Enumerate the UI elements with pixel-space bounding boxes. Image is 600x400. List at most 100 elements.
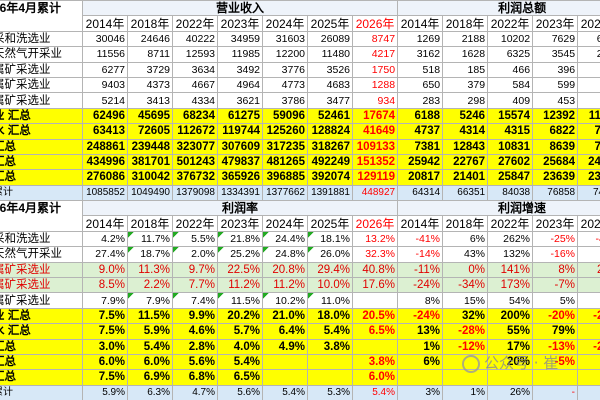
table-cell: 4217	[351, 46, 399, 63]
table-cell: 310042	[127, 169, 173, 186]
row-label: 采和洗选业	[0, 30, 83, 48]
table-cell: 40.8%	[352, 261, 398, 278]
year-header-row: 2014年 2018年 2022年 2023年 2024年 2025年 2026年 2014年…	[0, 215, 600, 232]
table-cell: 3786	[262, 92, 308, 109]
table-cell: 11985	[217, 46, 263, 63]
table-row: 属矿采选业94034373466749644773468312886503795…	[0, 76, 600, 94]
table-cell: 1%	[442, 384, 488, 400]
table-cell: 5246	[442, 107, 489, 125]
table-cell: 318267	[307, 138, 353, 155]
table-row: 采和洗选业4.2%11.7%5.5%21.8%24.4%18.1%13.2%-4…	[0, 230, 600, 248]
table-cell: 4.7%	[172, 384, 218, 400]
table-cell: 5214	[82, 92, 128, 109]
table-cell: 6%	[397, 353, 443, 371]
table-cell: 68234	[172, 107, 218, 125]
watermark: 公众号 · 崔	[462, 352, 558, 373]
table-cell: 3526	[307, 61, 353, 78]
table-cell: 501243	[172, 153, 218, 171]
table-cell: 15%	[442, 292, 488, 309]
table-cell: 3413	[127, 92, 173, 109]
table-cell: -5%	[532, 353, 578, 371]
table-cell: 30046	[82, 30, 128, 48]
table-cell: 7420	[577, 138, 600, 155]
table-cell: -6%	[577, 384, 600, 400]
table-cell: 4.0%	[217, 338, 263, 355]
table-cell: 9403	[82, 76, 128, 94]
section-title: 利润率	[82, 199, 398, 217]
table-row: 业 汇总624964569568234612755909652461176746…	[0, 107, 600, 125]
table-cell: -11%	[397, 261, 443, 278]
table-cell: 1377662	[262, 184, 308, 202]
table-cell: 200%	[487, 307, 533, 325]
table-cell: 11.3%	[127, 261, 173, 278]
table-row: 水 汇总7.5%5.9%4.6%5.7%6.4%5.4%6.5%13%-28%5…	[0, 323, 600, 340]
table-cell: 3.0%	[82, 338, 128, 355]
table-cell: 24502	[577, 153, 600, 171]
table-cell: 10202	[487, 30, 534, 48]
table-cell: 239448	[127, 138, 173, 155]
table-cell: 3492	[217, 61, 263, 78]
table-row: 汇总7.5%6.9%6.8%6.5% 6.0%	[0, 369, 600, 386]
table-row: 累计10858521049490137909813343911377662139…	[0, 184, 600, 202]
table-row: 属矿采选业62773729363434923776352617505181854…	[0, 61, 600, 78]
table-cell: 1379098	[172, 184, 218, 202]
table-cell: 11.0%	[307, 292, 353, 309]
table-cell: 262%	[487, 230, 533, 248]
table-cell: 5%	[532, 292, 578, 309]
table-cell: 22767	[442, 153, 489, 171]
table-cell: 185	[442, 61, 489, 78]
table-cell: 5.9%	[82, 384, 128, 400]
table-cell: 17674	[351, 107, 399, 125]
table-cell: 4315	[487, 123, 534, 140]
table-cell: 3162	[397, 46, 444, 63]
table-cell: 32.3%	[352, 246, 398, 263]
row-label: 属矿采选业	[0, 292, 83, 309]
table-cell: 4314	[442, 123, 489, 140]
row-label: 水 汇总	[0, 123, 83, 140]
table-cell: 7.5%	[82, 369, 128, 386]
table-cell: 1628	[442, 46, 489, 63]
year-header: 2023年	[217, 15, 263, 32]
table-cell: 125260	[262, 123, 308, 140]
row-label: 业 汇总	[0, 307, 83, 325]
table-cell: 20817	[397, 169, 444, 186]
table-cell: 11.7%	[127, 230, 173, 248]
table-cell: 3545	[532, 46, 579, 63]
table-cell: 7.7%	[172, 276, 218, 294]
table-cell: 466	[487, 61, 534, 78]
year-header: 2024年	[262, 15, 308, 32]
table-cell: 396	[532, 61, 579, 78]
table-cell: -34%	[442, 276, 488, 294]
table-cell: -24%	[397, 307, 443, 325]
table-cell: 11480	[307, 46, 353, 63]
table-cell: 4737	[397, 123, 444, 140]
table-row: 属矿采选业8.5%2.2%7.7%11.2%11.2%10.0%17.6%-24…	[0, 276, 600, 294]
section-title: 利润增速	[396, 199, 600, 217]
table-cell: 12843	[442, 138, 489, 155]
table-cell: 25942	[397, 153, 444, 171]
table-cell: -12%	[442, 338, 488, 355]
table-cell: 7.4%	[172, 292, 218, 309]
table-cell: 62496	[82, 107, 128, 125]
row-label: 汇总	[0, 153, 83, 171]
table-cell: 5.7%	[217, 323, 263, 340]
table-cell: 10831	[487, 138, 534, 155]
row-label: 采和洗选业	[0, 230, 83, 248]
table-cell: 13%	[397, 323, 443, 340]
wechat-icon	[462, 354, 480, 373]
row-label: 天然气开采业	[0, 46, 83, 63]
table-cell: 5.4%	[307, 323, 353, 340]
table-row: 天然气开采业1155687111259311985122001148042173…	[0, 46, 600, 63]
table-row: 累计5.9%6.3%4.7%5.6%5.4%5.3%5.4%3%1%26%--6…	[0, 384, 600, 400]
table-cell: 18.7%	[127, 246, 173, 263]
table-row: 业 汇总7.5%11.5%9.9%20.2%21.0%18.0%20.5%-24…	[0, 307, 600, 325]
table-cell: 54%	[487, 292, 533, 309]
table-cell: 283	[397, 92, 444, 109]
table-cell	[397, 369, 443, 386]
row-label: 属矿采选业	[0, 276, 83, 294]
table-cell: 3729	[127, 61, 173, 78]
table-cell: 132%	[487, 246, 533, 263]
table-cell: 3477	[307, 92, 353, 109]
row-label: 累计	[0, 384, 83, 400]
table-cell: 8%	[397, 292, 443, 309]
